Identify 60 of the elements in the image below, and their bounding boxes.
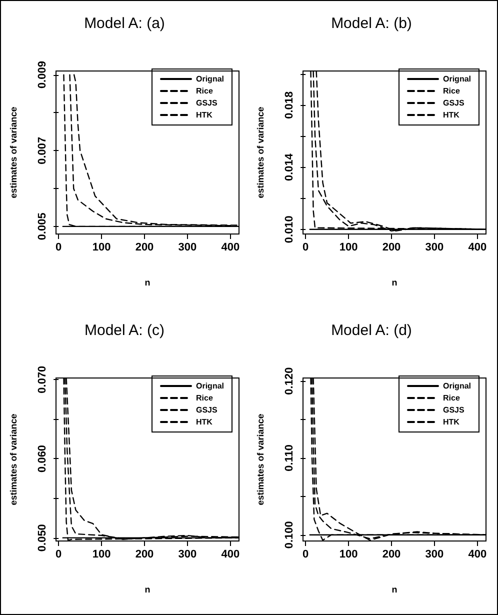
x-tick-label: 300 [178,548,197,560]
x-tick-label: 0 [56,242,62,254]
y-tick-label: 0.018 [284,91,296,119]
legend-label: Orignal [442,74,472,84]
x-tick-label: 200 [135,242,154,254]
legend-label: HTK [442,110,460,120]
legend-label: Rice [196,393,214,402]
x-tick-label: 100 [92,548,111,560]
x-axis-title: n [144,584,150,594]
x-axis-title: n [392,584,398,594]
x-tick-label: 300 [425,548,444,560]
y-tick-label: 0.110 [284,444,296,471]
legend-label: GSJS [196,98,218,108]
x-tick-label: 200 [135,548,154,560]
x-tick-label: 200 [382,548,401,560]
y-tick-label: 0.120 [284,366,296,394]
y-axis-title: estimates of variance [8,413,18,505]
x-tick-label: 400 [221,548,240,560]
legend-label: Rice [442,393,460,402]
x-tick-label: 100 [92,242,111,254]
chart-title: Model A: (d) [331,322,412,338]
y-tick-label: 0.007 [36,136,48,164]
chart-title: Model A: (b) [331,15,412,32]
y-tick-label: 0.014 [284,152,296,182]
legend-label: Rice [196,86,214,96]
x-tick-label: 100 [339,548,358,560]
x-tick-label: 0 [56,548,62,560]
x-tick-label: 300 [425,242,444,254]
legend-label: Orignal [442,381,472,390]
x-tick-label: 300 [178,242,197,254]
legend-label: HTK [442,417,460,426]
x-tick-label: 400 [468,548,487,560]
y-tick-label: 0.009 [36,61,48,89]
legend-label: Orignal [196,74,224,84]
legend-label: GSJS [442,98,466,108]
y-axis-title: estimates of variance [8,106,18,198]
legend-label: HTK [196,417,213,426]
legend-label: Orignal [196,381,224,390]
x-tick-label: 400 [221,242,240,254]
legend-label: GSJS [196,405,218,414]
legend-label: GSJS [442,405,466,414]
chart-title: Model A: (a) [84,15,165,32]
x-tick-label: 0 [302,242,309,254]
x-tick-label: 400 [468,242,487,254]
legend-label: Rice [442,86,460,96]
y-axis-title: estimates of variance [256,106,266,198]
y-tick-label: 0.100 [284,520,296,548]
x-axis-title: n [144,278,150,288]
y-tick-label: 0.050 [36,524,48,552]
y-tick-label: 0.005 [36,212,48,240]
x-tick-label: 0 [302,548,309,560]
x-axis-title: n [392,278,398,288]
legend-label: HTK [196,110,213,120]
x-tick-label: 100 [339,242,358,254]
y-axis-title: estimates of variance [256,413,266,505]
y-tick-label: 0.010 [284,216,296,244]
chart-title: Model A: (c) [84,322,165,338]
x-tick-label: 200 [382,242,401,254]
y-tick-label: 0.070 [36,365,48,393]
y-tick-label: 0.060 [36,444,48,472]
